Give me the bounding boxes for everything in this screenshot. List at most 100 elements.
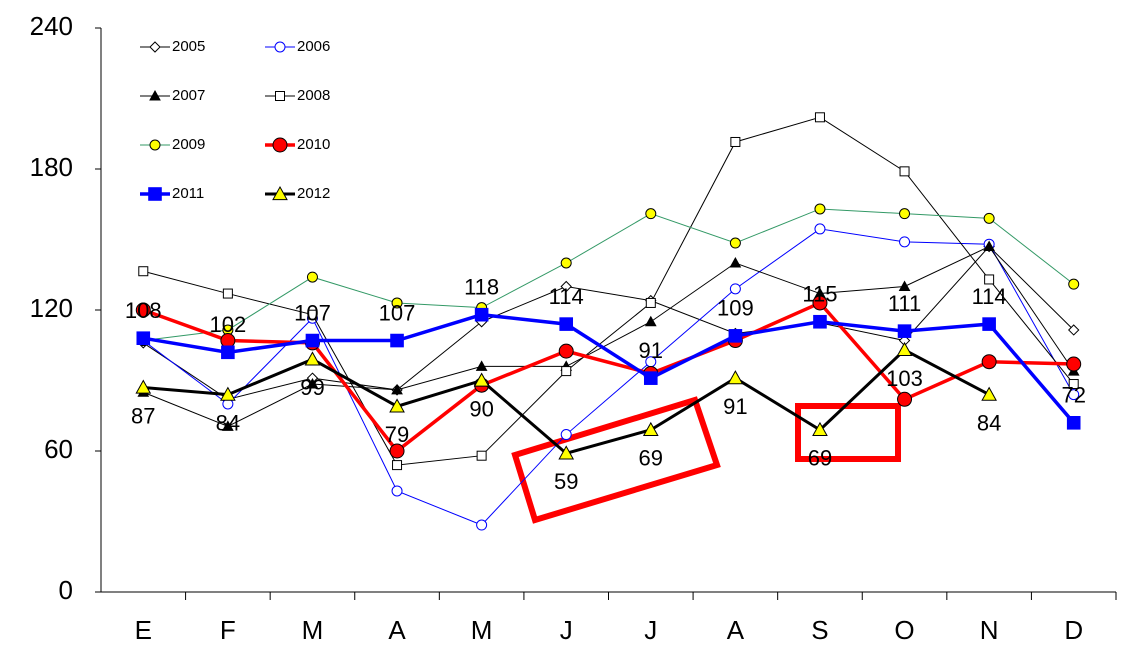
data-label: 99 bbox=[300, 375, 324, 400]
data-point bbox=[304, 351, 321, 366]
data-point bbox=[983, 240, 995, 252]
legend-marker bbox=[274, 41, 286, 53]
data-label: 90 bbox=[469, 396, 493, 421]
data-point bbox=[981, 354, 997, 370]
data-point bbox=[812, 421, 828, 436]
data-point bbox=[898, 280, 911, 291]
data-label: 114 bbox=[972, 284, 1007, 309]
data-label: 115 bbox=[802, 282, 837, 307]
x-tick-label: A bbox=[727, 615, 745, 645]
data-point bbox=[644, 315, 657, 327]
data-point bbox=[222, 420, 234, 431]
data-point bbox=[474, 307, 489, 322]
data-label: 69 bbox=[808, 446, 832, 471]
series bbox=[138, 112, 1079, 471]
data-point bbox=[984, 274, 995, 285]
legend-label: 2007 bbox=[172, 87, 205, 104]
x-tick-label: A bbox=[388, 615, 406, 645]
legend-label: 2009 bbox=[172, 136, 205, 153]
data-point bbox=[729, 237, 741, 249]
highlight-box bbox=[795, 403, 901, 462]
x-tick-label: M bbox=[302, 615, 324, 645]
data-point bbox=[138, 266, 149, 277]
legend-label: 2010 bbox=[297, 136, 330, 153]
x-tick-label: J bbox=[644, 615, 657, 645]
data-point bbox=[814, 112, 825, 123]
data-point bbox=[813, 314, 827, 329]
data-label: 87 bbox=[131, 403, 155, 428]
data-label: 114 bbox=[549, 284, 584, 309]
data-label: 84 bbox=[216, 410, 240, 435]
data-point bbox=[1068, 324, 1080, 336]
y-tick-label: 0 bbox=[59, 575, 73, 605]
series-line bbox=[143, 312, 1076, 424]
legend-marker bbox=[272, 185, 288, 201]
data-label: 111 bbox=[888, 291, 921, 316]
x-tick-label: J bbox=[560, 615, 573, 645]
legend-marker bbox=[275, 91, 285, 101]
data-point bbox=[643, 371, 658, 385]
y-tick-label: 120 bbox=[30, 293, 73, 323]
data-point bbox=[729, 283, 741, 295]
y-tick-label: 180 bbox=[30, 152, 73, 182]
data-label: 107 bbox=[379, 300, 416, 325]
data-point bbox=[1068, 389, 1080, 401]
data-point bbox=[558, 445, 575, 460]
data-point bbox=[982, 317, 996, 331]
series bbox=[137, 223, 1080, 531]
data-point bbox=[728, 329, 743, 343]
data-point bbox=[897, 324, 912, 338]
series-line bbox=[143, 116, 1075, 466]
data-point bbox=[476, 519, 488, 531]
data-point bbox=[136, 331, 151, 345]
series-line bbox=[143, 245, 1075, 400]
data-point bbox=[899, 236, 911, 248]
series-line bbox=[143, 208, 1075, 342]
x-tick-label: E bbox=[135, 615, 152, 645]
data-point bbox=[730, 136, 741, 147]
data-label: 102 bbox=[210, 312, 247, 337]
data-point bbox=[135, 379, 152, 394]
data-point bbox=[476, 450, 487, 461]
legend-marker bbox=[149, 41, 161, 53]
data-point bbox=[135, 302, 151, 318]
data-point bbox=[475, 360, 488, 371]
legend-label: 2005 bbox=[172, 38, 205, 55]
data-label: 107 bbox=[294, 300, 331, 325]
data-point bbox=[305, 333, 320, 348]
data-point bbox=[981, 386, 997, 401]
y-tick-label: 240 bbox=[30, 11, 73, 41]
series bbox=[135, 341, 997, 460]
x-tick-label: D bbox=[1064, 615, 1083, 645]
data-label: 72 bbox=[1061, 383, 1085, 408]
data-point bbox=[389, 443, 405, 459]
data-point bbox=[560, 429, 572, 441]
series bbox=[136, 307, 1081, 430]
data-point bbox=[899, 208, 911, 220]
legend-marker bbox=[272, 137, 288, 153]
data-point bbox=[1066, 416, 1081, 430]
data-label: 103 bbox=[886, 366, 923, 391]
data-point bbox=[983, 212, 995, 224]
data-point bbox=[558, 343, 574, 359]
data-point bbox=[473, 372, 490, 387]
legend-label: 2012 bbox=[297, 185, 330, 202]
data-point bbox=[222, 288, 233, 299]
data-label: 108 bbox=[125, 298, 162, 323]
legend-label: 2008 bbox=[297, 87, 330, 104]
legend-marker bbox=[149, 89, 161, 101]
data-point bbox=[389, 398, 405, 413]
data-point bbox=[727, 370, 744, 385]
data-point bbox=[645, 297, 656, 308]
legend-marker bbox=[149, 139, 161, 151]
y-tick-label: 60 bbox=[44, 434, 73, 464]
legend-label: 2011 bbox=[172, 185, 204, 202]
data-point bbox=[899, 166, 910, 177]
x-tick-label: F bbox=[220, 615, 236, 645]
data-point bbox=[897, 391, 913, 407]
data-label: 59 bbox=[554, 469, 578, 494]
data-point bbox=[306, 377, 319, 389]
series-line bbox=[143, 245, 1075, 427]
data-point bbox=[814, 223, 826, 235]
